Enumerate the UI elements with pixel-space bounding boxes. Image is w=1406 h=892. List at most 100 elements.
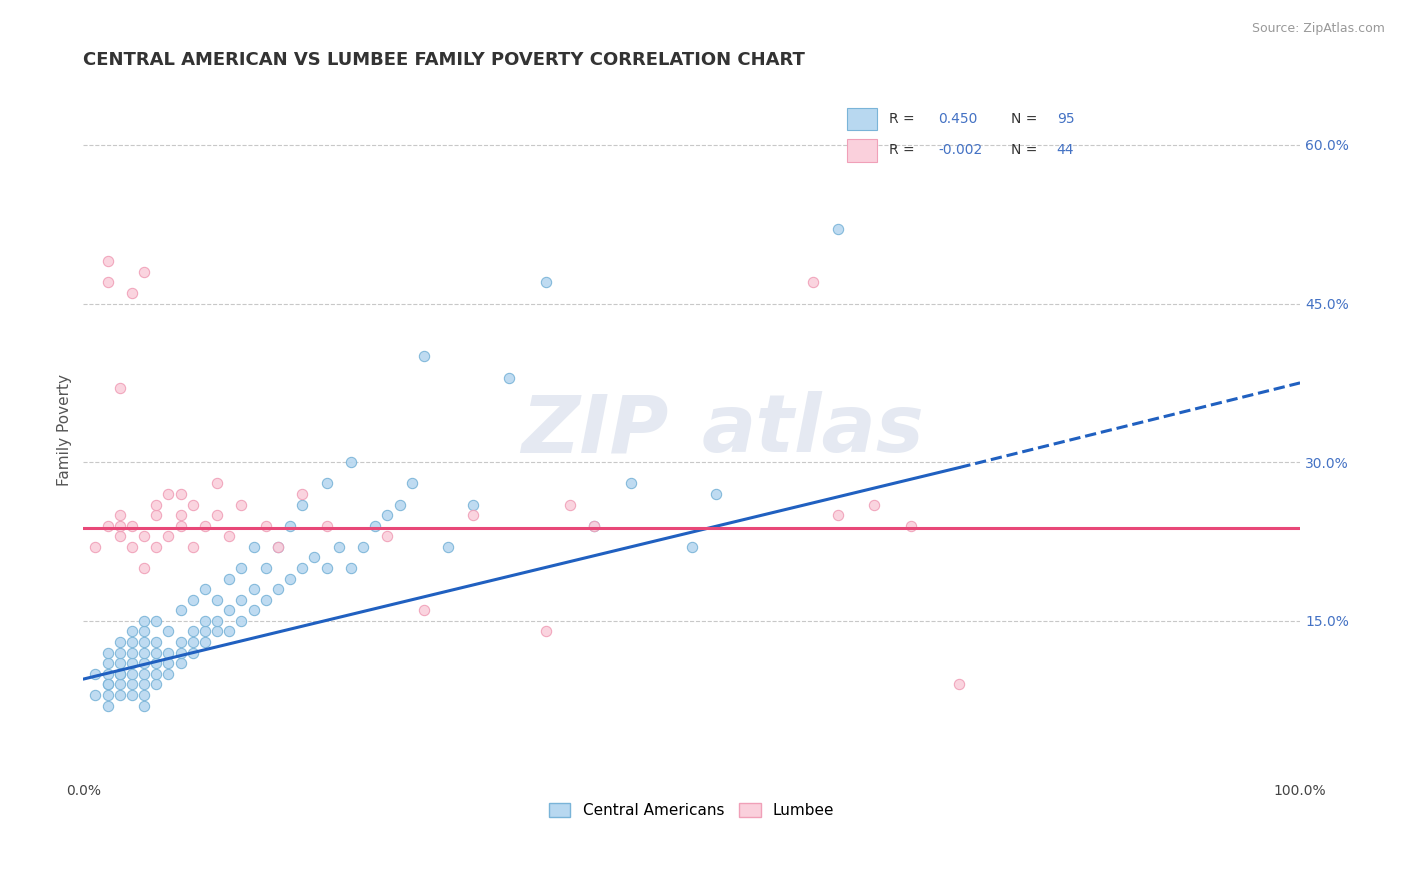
Point — [157, 624, 180, 639]
Point — [437, 540, 460, 554]
Point — [97, 677, 120, 691]
Point — [267, 540, 290, 554]
Point — [254, 561, 277, 575]
Point — [681, 540, 703, 554]
Point — [827, 222, 849, 236]
Point — [97, 518, 120, 533]
Point — [181, 646, 204, 660]
Point — [134, 624, 156, 639]
Point — [218, 529, 240, 543]
Point — [108, 666, 131, 681]
Point — [121, 677, 143, 691]
Point — [108, 677, 131, 691]
Point — [97, 677, 120, 691]
Point — [328, 540, 350, 554]
Point — [231, 592, 253, 607]
Point — [145, 540, 167, 554]
Point — [97, 688, 120, 702]
Point — [291, 498, 314, 512]
Point — [134, 529, 156, 543]
Point — [145, 614, 167, 628]
Point — [169, 603, 191, 617]
Point — [267, 582, 290, 597]
Point — [134, 698, 156, 713]
Point — [205, 614, 228, 628]
Point — [291, 561, 314, 575]
Point — [205, 624, 228, 639]
Point — [145, 508, 167, 522]
Point — [169, 487, 191, 501]
Point — [169, 646, 191, 660]
Point — [461, 508, 484, 522]
Point — [169, 518, 191, 533]
Point — [948, 677, 970, 691]
Point — [145, 498, 167, 512]
Point — [231, 561, 253, 575]
Point — [145, 666, 167, 681]
Point — [194, 624, 217, 639]
Point — [254, 518, 277, 533]
Point — [134, 677, 156, 691]
Point — [194, 582, 217, 597]
Point — [145, 635, 167, 649]
Point — [315, 518, 337, 533]
Point — [315, 561, 337, 575]
Point — [194, 518, 217, 533]
Point — [583, 518, 606, 533]
Point — [108, 518, 131, 533]
Point — [863, 498, 886, 512]
Point — [181, 498, 204, 512]
Point — [157, 529, 180, 543]
Point — [267, 540, 290, 554]
Point — [121, 666, 143, 681]
Point — [242, 540, 264, 554]
Point — [900, 518, 922, 533]
Text: Source: ZipAtlas.com: Source: ZipAtlas.com — [1251, 22, 1385, 36]
Point — [304, 550, 326, 565]
Point — [181, 624, 204, 639]
Text: CENTRAL AMERICAN VS LUMBEE FAMILY POVERTY CORRELATION CHART: CENTRAL AMERICAN VS LUMBEE FAMILY POVERT… — [83, 51, 806, 69]
Point — [108, 381, 131, 395]
Point — [108, 657, 131, 671]
Point — [121, 635, 143, 649]
Point — [121, 688, 143, 702]
Point — [134, 635, 156, 649]
Point — [121, 518, 143, 533]
Point — [97, 657, 120, 671]
Point — [134, 666, 156, 681]
Point — [231, 614, 253, 628]
Point — [291, 487, 314, 501]
Point — [242, 582, 264, 597]
Point — [278, 518, 301, 533]
Point — [461, 498, 484, 512]
Point — [181, 592, 204, 607]
Point — [108, 529, 131, 543]
Point — [340, 455, 363, 469]
Point — [121, 657, 143, 671]
Point — [84, 688, 107, 702]
Text: atlas: atlas — [702, 392, 925, 469]
Point — [352, 540, 374, 554]
Point — [121, 646, 143, 660]
Point — [134, 614, 156, 628]
Point — [231, 498, 253, 512]
Point — [134, 265, 156, 279]
Point — [145, 677, 167, 691]
Point — [205, 592, 228, 607]
Point — [108, 646, 131, 660]
Point — [558, 498, 581, 512]
Point — [583, 518, 606, 533]
Point — [97, 666, 120, 681]
Point — [169, 657, 191, 671]
Point — [218, 603, 240, 617]
Point — [97, 254, 120, 268]
Point — [84, 666, 107, 681]
Point — [340, 561, 363, 575]
Point — [827, 508, 849, 522]
Point — [801, 276, 824, 290]
Point — [377, 529, 399, 543]
Text: ZIP: ZIP — [520, 392, 668, 469]
Point — [97, 276, 120, 290]
Point — [388, 498, 411, 512]
Point — [181, 540, 204, 554]
